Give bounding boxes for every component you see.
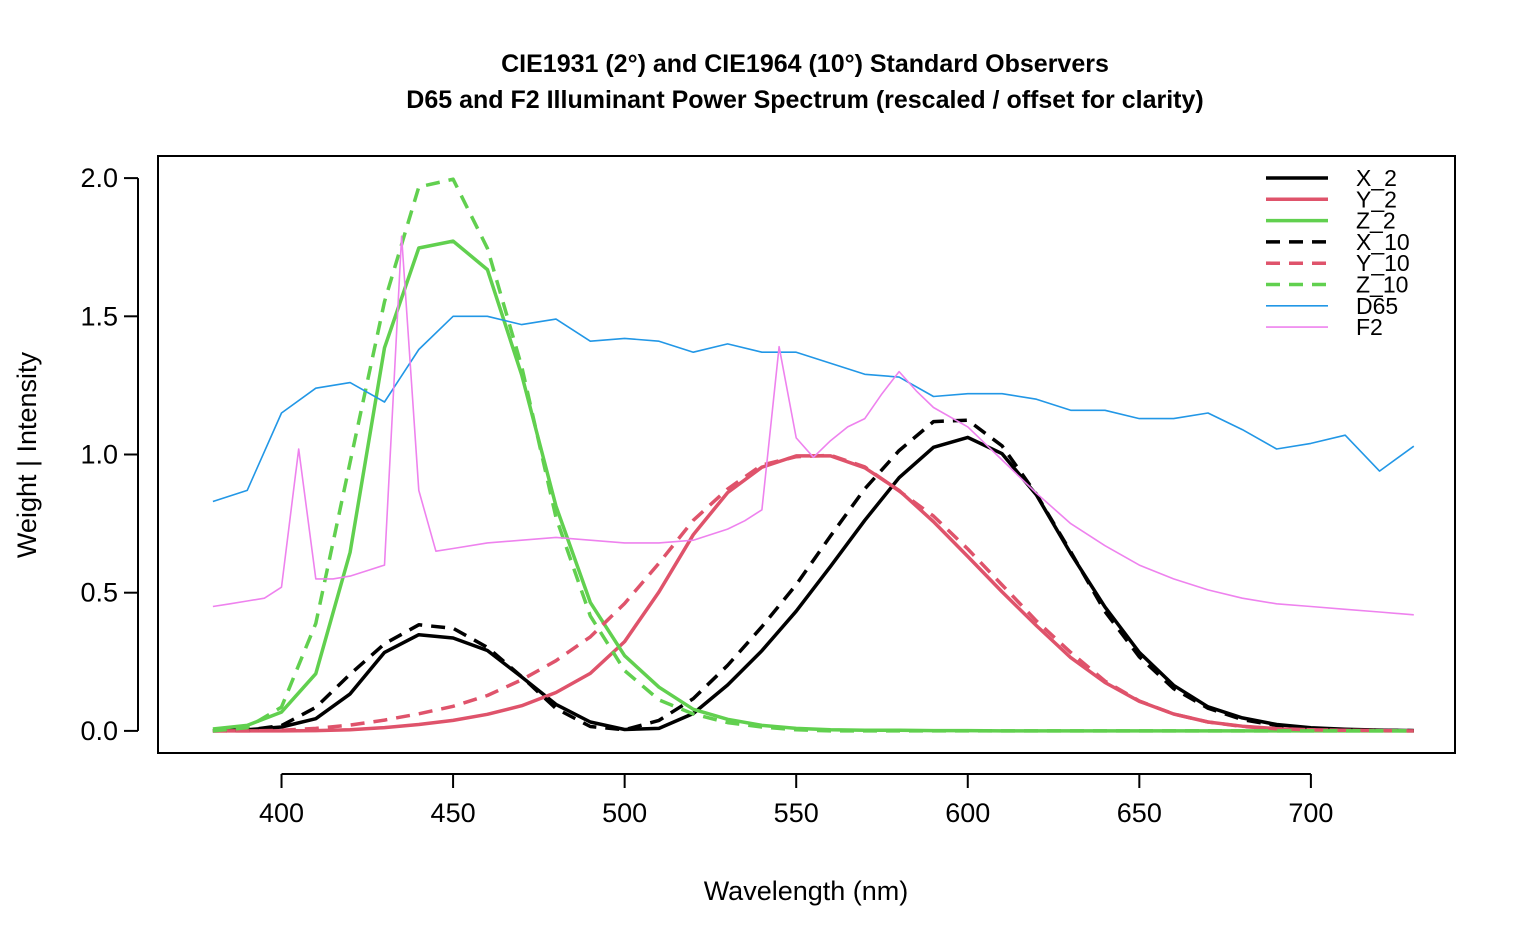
y-tick-label: 0.5 [80, 578, 118, 608]
series-line-z-2 [212, 239, 1414, 733]
x-tick-label: 550 [774, 798, 819, 828]
x-tick-label: 600 [945, 798, 990, 828]
series-line-x-10 [212, 418, 1414, 733]
series-line-x-2 [212, 435, 1414, 733]
x-tick-label: 700 [1288, 798, 1333, 828]
legend-label: Y_10 [1356, 250, 1410, 276]
y-axis-title: Weight | Intensity [12, 351, 42, 558]
series-line-f2 [212, 235, 1414, 616]
y-tick-label: 2.0 [80, 163, 118, 193]
x-axis: 400 450 500 550 600 650 700 [259, 773, 1333, 828]
legend-label: Z_10 [1356, 272, 1408, 298]
legend-label: Y_2 [1356, 186, 1397, 212]
chart-subtitle: D65 and F2 Illuminant Power Spectrum (re… [406, 86, 1203, 114]
series-layer [212, 177, 1415, 733]
series-line-z-10 [212, 177, 1414, 733]
y-tick-label: 1.5 [80, 301, 118, 331]
legend-label: X_10 [1356, 229, 1410, 255]
series-line-y-2 [212, 454, 1414, 733]
series-line-y-10 [212, 453, 1414, 733]
legend-label: X_2 [1356, 165, 1397, 191]
plot-frame [157, 155, 1456, 754]
y-tick-label: 0.0 [80, 716, 118, 746]
legend-label: Z_2 [1356, 208, 1396, 234]
x-tick-label: 450 [431, 798, 476, 828]
y-tick-label: 1.0 [80, 440, 118, 470]
x-axis-title: Wavelength (nm) [704, 876, 909, 906]
legend-label: F2 [1356, 314, 1383, 340]
series-line-d65 [212, 315, 1415, 503]
x-tick-label: 650 [1117, 798, 1162, 828]
legend-label: D65 [1356, 293, 1398, 319]
x-tick-label: 500 [602, 798, 647, 828]
y-axis: 0.0 0.5 1.0 1.5 2.0 [80, 163, 139, 746]
chart-title: CIE1931 (2°) and CIE1964 (10°) Standard … [501, 50, 1109, 78]
x-tick-label: 400 [259, 798, 304, 828]
